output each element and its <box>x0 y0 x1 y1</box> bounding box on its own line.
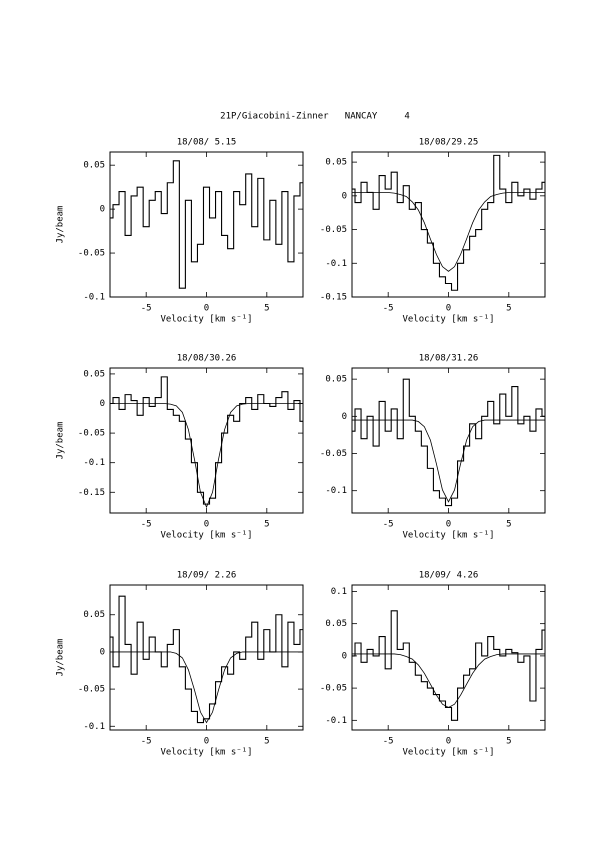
panel-title: 18/08/ 5.15 <box>177 138 237 148</box>
y-tick-label: 0 <box>100 205 105 215</box>
y-tick-label: 0.05 <box>83 369 105 379</box>
x-axis-label: Velocity [km s⁻¹] <box>160 315 252 325</box>
y-tick-label: 0.05 <box>83 161 105 171</box>
page-title: 21P/Giacobini-Zinner NANCAY 4 <box>220 112 410 122</box>
x-tick-label: -5 <box>141 737 152 747</box>
x-tick-label: -5 <box>383 520 394 530</box>
plot-frame <box>351 367 546 514</box>
x-axis-label: Velocity [km s⁻¹] <box>402 531 494 541</box>
x-tick-label: 5 <box>506 520 511 530</box>
x-tick-label: 0 <box>446 304 451 314</box>
plot-frame <box>351 584 546 731</box>
panel: 18/08/29.25 -5 0 5 -0.15 -0.1 -0.05 0 0.05 Veloci… <box>320 138 546 325</box>
panel: 18/08/ 5.15 -5 0 5 -0.1 -0.05 0 0.05 Velocity [k… <box>56 138 304 325</box>
x-tick-label: 0 <box>204 520 209 530</box>
y-tick-label: -0.1 <box>325 259 347 269</box>
panel-title: 18/08/29.25 <box>419 138 479 148</box>
x-tick-label: -5 <box>383 304 394 314</box>
spectrum <box>110 160 303 289</box>
y-tick-label: 0.05 <box>325 158 347 168</box>
x-tick-label: 0 <box>204 304 209 314</box>
y-tick-label: 0 <box>342 191 347 201</box>
fit-curve <box>110 651 303 724</box>
y-tick-label: -0.1 <box>325 486 347 496</box>
panel: 18/09/ 2.26 -5 0 5 -0.1 -0.05 0 0.05 Velocity [k… <box>56 571 304 758</box>
plot-frame <box>351 151 546 298</box>
x-tick-label: 5 <box>506 304 511 314</box>
panel: 18/08/31.26 -5 0 5 -0.1 -0.05 0 0.05 Velocity [k… <box>320 354 546 541</box>
spectrum <box>352 154 545 291</box>
y-tick-label: 0.05 <box>325 619 347 629</box>
plot-frame <box>109 367 304 514</box>
spectrum <box>110 376 303 505</box>
y-tick-label: 0.05 <box>325 375 347 385</box>
panel: 18/09/ 4.26 -5 0 5 -0.1 -0.05 0 0.05 0.1 Velocity… <box>320 571 546 758</box>
x-tick-label: 5 <box>264 520 269 530</box>
fit-curve <box>110 403 303 509</box>
x-tick-label: 5 <box>506 737 511 747</box>
y-axis-label: Jy/beam <box>56 422 66 460</box>
y-tick-label: -0.05 <box>320 449 347 459</box>
y-tick-label: -0.1 <box>83 458 105 468</box>
x-tick-label: 5 <box>264 304 269 314</box>
plot-frame <box>109 151 304 298</box>
panel: 18/08/30.26 -5 0 5 -0.15 -0.1 -0.05 0 0.05 Veloci… <box>56 354 304 541</box>
panel-title: 18/09/ 4.26 <box>419 571 479 581</box>
x-axis-label: Velocity [km s⁻¹] <box>402 748 494 758</box>
y-tick-label: -0.1 <box>325 716 347 726</box>
y-tick-label: 0 <box>342 412 347 422</box>
y-tick-label: 0.05 <box>83 610 105 620</box>
x-tick-label: 0 <box>204 737 209 747</box>
y-tick-label: 0 <box>100 399 105 409</box>
y-axis-label: Jy/beam <box>56 639 66 677</box>
y-tick-label: 0 <box>100 647 105 657</box>
panel-title: 18/08/31.26 <box>419 354 479 364</box>
y-tick-label: -0.05 <box>320 684 347 694</box>
x-tick-label: 0 <box>446 520 451 530</box>
x-axis-label: Velocity [km s⁻¹] <box>402 315 494 325</box>
y-tick-label: -0.05 <box>78 685 105 695</box>
y-tick-label: -0.1 <box>83 722 105 732</box>
x-tick-label: 5 <box>264 737 269 747</box>
fit-curve <box>352 419 545 503</box>
x-axis-label: Velocity [km s⁻¹] <box>160 748 252 758</box>
y-tick-label: -0.15 <box>320 293 347 303</box>
x-tick-label: -5 <box>383 737 394 747</box>
panel-title: 18/08/30.26 <box>177 354 237 364</box>
y-tick-label: -0.05 <box>78 249 105 259</box>
panel-title: 18/09/ 2.26 <box>177 571 237 581</box>
x-tick-label: -5 <box>141 520 152 530</box>
spectrum <box>352 378 545 507</box>
x-axis-label: Velocity [km s⁻¹] <box>160 531 252 541</box>
y-axis-label: Jy/beam <box>56 206 66 244</box>
y-tick-label: -0.05 <box>78 429 105 439</box>
y-tick-label: -0.15 <box>78 488 105 498</box>
y-tick-label: 0 <box>342 651 347 661</box>
y-tick-label: -0.1 <box>83 293 105 303</box>
x-tick-label: -5 <box>141 304 152 314</box>
y-tick-label: -0.05 <box>320 225 347 235</box>
fit-curve <box>352 192 545 272</box>
x-tick-label: 0 <box>446 737 451 747</box>
fit-curve <box>352 653 545 708</box>
plot-frame <box>109 584 304 731</box>
y-tick-label: 0.1 <box>331 587 347 597</box>
